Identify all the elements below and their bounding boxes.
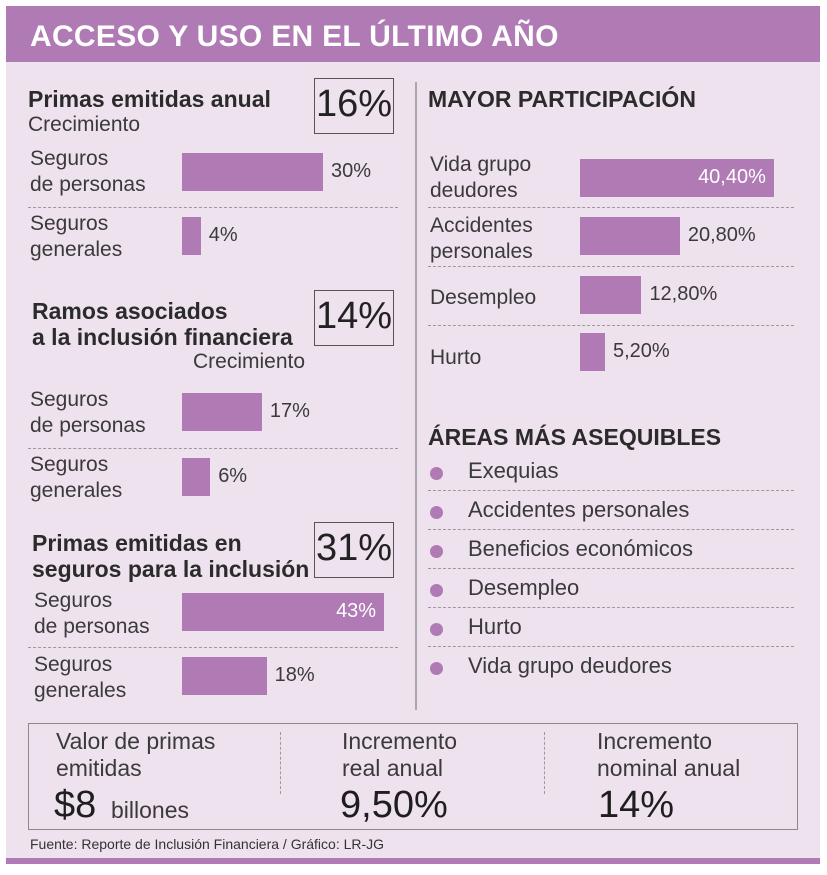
s3-cat-1-line-2: de personas: [34, 615, 150, 638]
s2-divider: [28, 448, 398, 449]
s3-value-generales: 18%: [274, 664, 315, 686]
section-1-title: Primas emitidas anual: [28, 86, 271, 112]
stat-1-value: $8: [54, 784, 97, 826]
p-cat-2-line-1: Accidentes: [430, 214, 533, 237]
s2-cat-1-line-1: Seguros: [30, 388, 109, 411]
stats-divider-1: [280, 732, 281, 794]
s3-cat-2-line-1: Seguros: [34, 653, 113, 676]
s3-bar-generales: [182, 657, 267, 695]
s3-cat-2-line-2: generales: [34, 679, 127, 702]
s2-bar-personas: [182, 393, 262, 431]
s3-bar-personas: [182, 593, 385, 631]
s1-value-personas: 30%: [331, 160, 372, 182]
s2-cat-2-line-2: generales: [30, 479, 123, 502]
source-credit: Fuente: Reporte de Inclusión Financiera …: [30, 836, 385, 852]
stat-1-label-line-2: emitidas: [56, 755, 142, 781]
s1-cat-1-line-2: de personas: [30, 173, 146, 196]
stat-3-label-line-1: Incremento: [597, 728, 713, 754]
area-item: Beneficios económicos: [468, 536, 694, 561]
stats-divider-2: [544, 732, 545, 794]
s1-cat-2-line-2: generales: [30, 238, 123, 261]
section-2-title-line-1: Ramos asociados: [32, 298, 228, 324]
s2-value-personas: 17%: [269, 400, 310, 422]
s1-divider: [28, 207, 398, 208]
section-3-total-box: 31%: [314, 522, 394, 578]
area-bullet-icon: [430, 506, 443, 519]
p-bar-accidentes: [580, 217, 680, 255]
title-bar: ACCESO Y USO EN EL ÚLTIMO AÑO: [6, 6, 820, 62]
p-value-accidentes: 20,80%: [687, 224, 756, 246]
area-divider: [428, 490, 794, 491]
main-title: ACCESO Y USO EN EL ÚLTIMO AÑO: [30, 20, 559, 53]
stat-2-label-line-2: real anual: [342, 755, 444, 781]
p-cat-2-line-2: personales: [430, 240, 533, 263]
area-item: Exequias: [468, 458, 559, 483]
infographic-frame: [6, 6, 820, 864]
section-3-title-line-1: Primas emitidas en: [32, 530, 242, 556]
p-cat-4: Hurto: [430, 346, 482, 369]
participation-title: MAYOR PARTICIPACIÓN: [428, 86, 696, 112]
p-bar-desempleo: [580, 276, 642, 314]
s1-value-generales: 4%: [208, 224, 238, 246]
area-bullet-icon: [430, 467, 443, 480]
section-1-total-box: 16%: [314, 78, 394, 134]
p-bar-hurto: [580, 333, 605, 371]
s2-cat-1-line-2: de personas: [30, 414, 146, 437]
stat-2-value: 9,50%: [340, 784, 448, 826]
stats-box: [28, 723, 798, 830]
stat-1-label-line-1: Valor de primas: [56, 728, 216, 754]
section-2-total-box: 14%: [314, 290, 394, 346]
p-cat-3: Desempleo: [430, 286, 537, 309]
area-bullet-icon: [430, 584, 443, 597]
p-value-desempleo: 12,80%: [649, 283, 718, 305]
p-value-hurto: 5,20%: [612, 340, 670, 362]
area-item: Hurto: [468, 614, 522, 639]
s2-bar-generales: [182, 458, 211, 496]
stat-3-label-line-2: nominal anual: [597, 755, 741, 781]
area-item: Vida grupo deudores: [468, 653, 672, 678]
s3-cat-1-line-1: Seguros: [34, 589, 113, 612]
p-bar-vida-grupo: [580, 159, 774, 197]
area-bullet-icon: [430, 545, 443, 558]
s2-value-generales: 6%: [218, 465, 248, 487]
area-bullet-icon: [430, 662, 443, 675]
section-2-subtitle: Crecimiento: [193, 350, 306, 373]
area-item: Accidentes personales: [468, 497, 690, 522]
areas-title: ÁREAS MÁS ASEQUIBLES: [428, 424, 722, 450]
s1-bar-personas: [182, 153, 323, 191]
area-divider: [428, 607, 794, 608]
p-cat-1-line-2: deudores: [430, 179, 518, 202]
bottom-rule: [6, 858, 820, 864]
s1-cat-1-line-1: Seguros: [30, 147, 109, 170]
stat-2-label-line-1: Incremento: [342, 728, 458, 754]
p-divider-3: [428, 325, 794, 326]
p-divider-2: [428, 266, 794, 267]
area-divider: [428, 529, 794, 530]
s1-cat-2-line-1: Seguros: [30, 212, 109, 235]
column-divider: [415, 82, 417, 710]
section-2-title-line-2: a la inclusión financiera: [32, 324, 293, 350]
p-cat-1-line-1: Vida grupo: [430, 153, 532, 176]
p-divider-1: [428, 207, 794, 208]
s1-bar-generales: [182, 217, 201, 255]
stat-3-value: 14%: [598, 784, 675, 826]
s2-cat-2-line-1: Seguros: [30, 453, 109, 476]
stat-1-unit: billones: [111, 797, 189, 823]
area-divider: [428, 646, 794, 647]
area-divider: [428, 568, 794, 569]
section-3-title-line-2: seguros para la inclusión: [32, 556, 310, 582]
s3-divider: [28, 647, 398, 648]
section-1-subtitle: Crecimiento: [28, 113, 141, 136]
area-item: Desempleo: [468, 575, 580, 600]
s3-value-personas: 43%: [336, 600, 377, 622]
p-value-vida-grupo: 40,40%: [698, 166, 766, 188]
area-bullet-icon: [430, 623, 443, 636]
